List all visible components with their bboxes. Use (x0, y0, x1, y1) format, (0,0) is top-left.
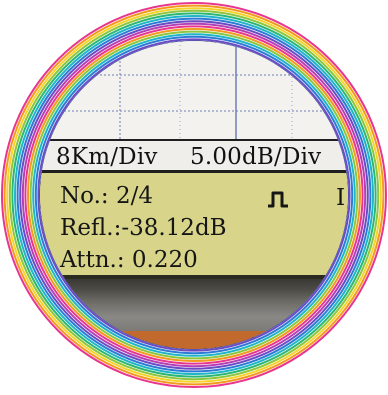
truncated-label: I (336, 185, 346, 211)
decorative-ring (1, 2, 387, 388)
decorative-ring (11, 12, 377, 378)
magnified-lens: 8Km/Div 5.00dB/Div No.: 2/4 I Refl.:-38.… (40, 41, 348, 349)
decorative-ring (27, 28, 361, 362)
trace-grid (40, 41, 348, 139)
decorative-ring (37, 38, 351, 352)
bezel-orange-strip (40, 331, 348, 349)
reflection-value: Refl.:-38.12dB (60, 215, 227, 241)
decorative-ring (29, 30, 359, 360)
level-scale: 5.00dB/Div (190, 144, 322, 170)
event-number: No.: 2/4 (60, 183, 153, 209)
event-info-panel: No.: 2/4 I Refl.:-38.12dB Attn.: 0.220 (40, 173, 348, 279)
decorative-ring (6, 7, 382, 383)
grid-lines (40, 41, 348, 139)
decorative-ring (32, 33, 356, 357)
attenuation-value: Attn.: 0.220 (60, 247, 198, 273)
decorative-ring (19, 20, 369, 370)
scale-bar: 8Km/Div 5.00dB/Div (40, 139, 348, 173)
decorative-ring (8, 9, 380, 381)
distance-scale: 8Km/Div (56, 144, 158, 170)
decorative-ring (16, 17, 372, 373)
decorative-ring (34, 35, 354, 355)
decorative-ring (3, 4, 385, 386)
decorative-ring (14, 15, 374, 375)
pulse-icon (268, 191, 288, 208)
decorative-ring (24, 25, 364, 365)
decorative-ring (21, 22, 367, 368)
